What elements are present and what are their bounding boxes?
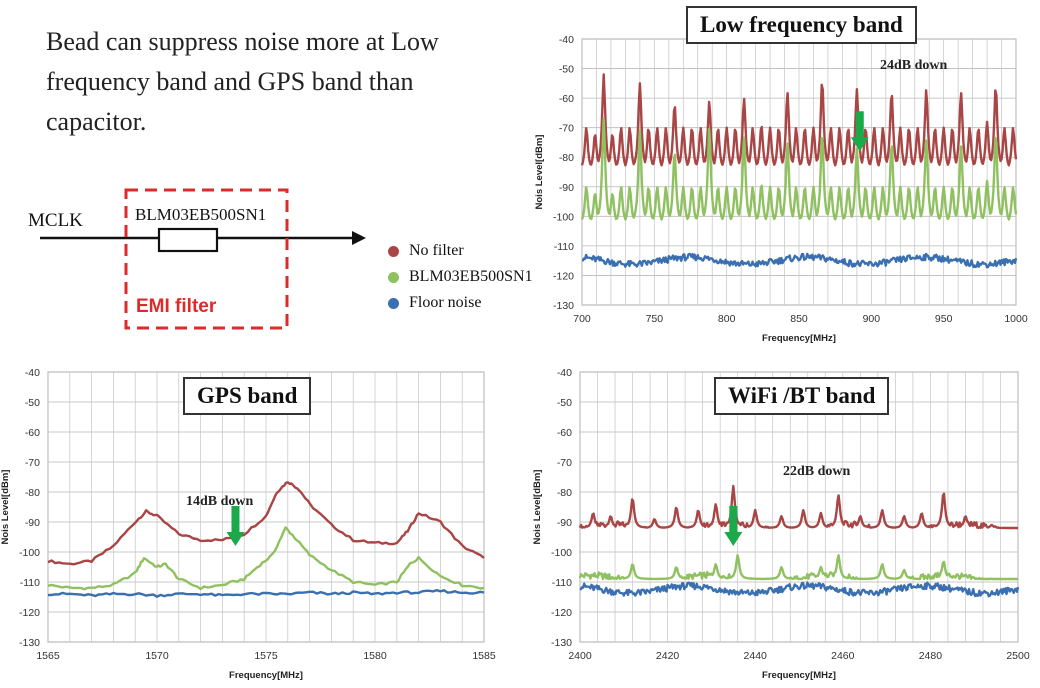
series-line-no-filter	[578, 484, 1019, 530]
y-tick-label: -130	[553, 300, 574, 312]
legend-item-bead: BLM03EB500SN1	[388, 264, 533, 290]
y-tick-label: -60	[557, 427, 572, 439]
chart-title-gps-band: GPS band	[183, 377, 312, 415]
series-line-bead	[47, 526, 485, 591]
legend-dot-bead	[388, 271, 399, 283]
x-tick-label: 1570	[145, 650, 169, 662]
legend-label: No filter	[409, 242, 464, 259]
chart-title-low-frequency: Low frequency band	[686, 6, 917, 44]
y-tick-label: -130	[19, 637, 40, 649]
y-tick-label: -80	[559, 152, 574, 164]
annotation-wifi-bt-band: 22dB down	[783, 464, 851, 479]
bead-resistor	[157, 227, 219, 253]
legend-label: BLM03EB500SN1	[409, 268, 533, 285]
legend-label: Floor noise	[409, 294, 482, 311]
y-tick-label: -40	[557, 367, 572, 379]
emi-filter-box	[124, 188, 289, 330]
x-tick-label: 2400	[568, 650, 592, 662]
y-tick-label: -90	[25, 517, 40, 529]
annotation-low-frequency: 24dB down	[880, 58, 948, 73]
x-tick-label: 1000	[1004, 313, 1028, 325]
legend-dot-no-filter	[388, 245, 399, 257]
series-line-no-filter	[47, 481, 485, 566]
x-tick-label: 1580	[363, 650, 387, 662]
x-tick-label: 800	[718, 313, 736, 325]
y-axis-label: Nois Level[dBm]	[0, 470, 11, 545]
y-axis-label: Nois Level[dBm]	[534, 135, 545, 210]
annotation-gps-band: 14dB down	[186, 494, 254, 509]
x-tick-label: 2480	[919, 650, 943, 662]
x-tick-label: 700	[573, 313, 591, 325]
x-tick-label: 850	[790, 313, 808, 325]
y-tick-label: -70	[557, 457, 572, 469]
down-arrow-icon	[850, 111, 869, 152]
page-headline: Bead can suppress noise more at Low freq…	[46, 27, 439, 136]
x-tick-label: 1575	[254, 650, 278, 662]
x-tick-label: 2420	[656, 650, 680, 662]
emi-filter-diagram	[40, 188, 366, 330]
x-tick-label: 1565	[36, 650, 60, 662]
y-tick-label: -70	[559, 123, 574, 135]
series-line-bead	[578, 554, 1019, 581]
part-label: BLM03EB500SN1	[135, 205, 267, 224]
legend-dot-floor	[388, 297, 399, 309]
legend-item-floor: Floor noise	[388, 290, 533, 316]
legend: No filter BLM03EB500SN1 Floor noise	[388, 238, 533, 316]
y-tick-label: -110	[552, 577, 572, 589]
down-arrow-icon	[724, 506, 743, 546]
x-axis-label: Frequency[MHz]	[762, 670, 836, 681]
down-arrow-icon	[226, 506, 245, 546]
legend-item-no-filter: No filter	[388, 238, 533, 264]
x-tick-label: 750	[646, 313, 664, 325]
y-tick-label: -120	[553, 270, 574, 282]
y-axis-label: Nois Level[dBm]	[532, 470, 543, 545]
series-line-bead	[580, 117, 1018, 221]
x-tick-label: 950	[935, 313, 953, 325]
y-tick-label: -50	[559, 64, 574, 76]
x-tick-label: 2460	[831, 650, 855, 662]
y-tick-label: -130	[551, 637, 572, 649]
x-axis-label: Frequency[MHz]	[229, 670, 303, 681]
y-tick-label: -120	[19, 607, 40, 619]
y-tick-label: -120	[551, 607, 572, 619]
x-tick-label: 900	[863, 313, 881, 325]
chart-title-wifi-bt-band: WiFi /BT band	[714, 377, 890, 415]
y-tick-label: -110	[20, 577, 40, 589]
y-tick-label: -90	[559, 182, 574, 194]
x-axis-label: Frequency[MHz]	[762, 333, 836, 344]
y-tick-label: -80	[557, 487, 572, 499]
y-tick-label: -100	[551, 547, 572, 559]
emi-filter-label: EMI filter	[136, 296, 217, 317]
y-tick-label: -60	[25, 427, 40, 439]
y-tick-label: -100	[553, 211, 574, 223]
series-line-floor-noise	[579, 581, 1020, 598]
y-tick-label: -40	[25, 367, 40, 379]
series-line-floor-noise	[581, 252, 1018, 269]
y-tick-label: -50	[25, 397, 40, 409]
series-line-floor-noise	[47, 589, 485, 598]
x-tick-label: 2500	[1006, 650, 1030, 662]
y-tick-label: -70	[25, 457, 40, 469]
x-tick-label: 2440	[744, 650, 768, 662]
mclk-label: MCLK	[28, 210, 83, 231]
signal-arrow-icon	[352, 231, 366, 245]
y-tick-label: -60	[559, 93, 574, 105]
series-line-no-filter	[580, 73, 1018, 167]
y-tick-label: -110	[554, 241, 574, 253]
y-tick-label: -100	[19, 547, 40, 559]
y-tick-label: -90	[557, 517, 572, 529]
y-tick-label: -50	[557, 397, 572, 409]
y-tick-label: -40	[559, 34, 574, 46]
y-tick-label: -80	[25, 487, 40, 499]
x-tick-label: 1585	[472, 650, 496, 662]
